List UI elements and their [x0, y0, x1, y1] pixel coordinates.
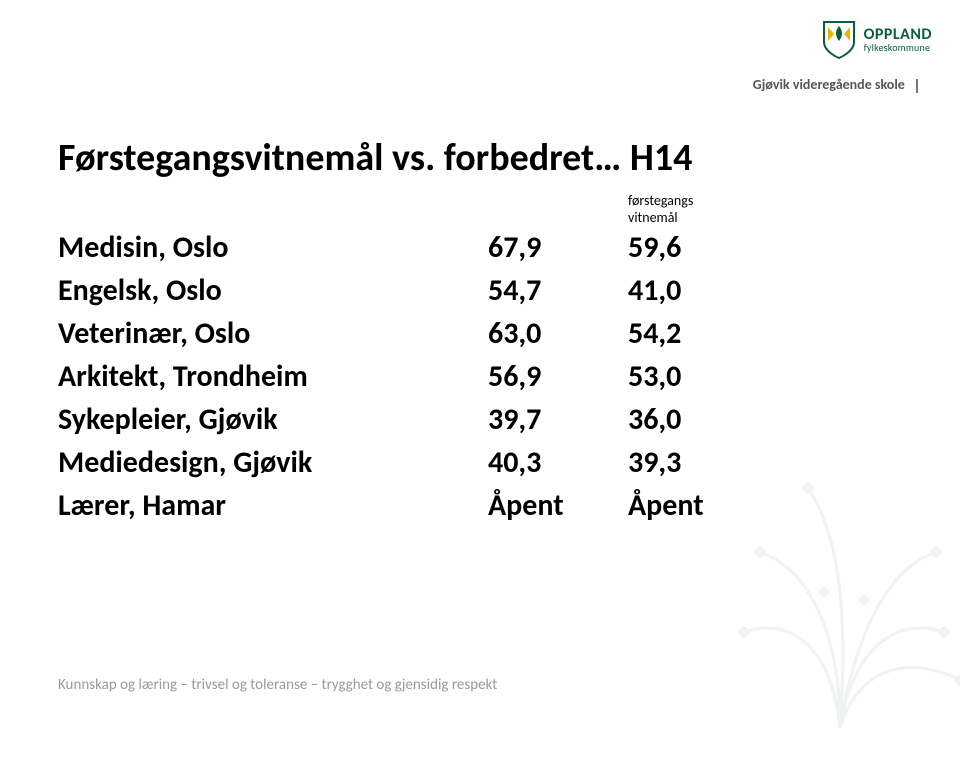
- table-row-v1: Åpent: [488, 487, 628, 524]
- subheader-text: Gjøvik videregående skole: [753, 76, 905, 93]
- data-table: Medisin, Oslo 67,9 59,6 Engelsk, Oslo 54…: [58, 229, 902, 524]
- table-row-label: Arkitekt, Trondheim: [58, 358, 488, 395]
- table-row-label: Lærer, Hamar: [58, 487, 488, 524]
- table-row-v2: 59,6: [628, 229, 818, 266]
- table-row-v1: 67,9: [488, 229, 628, 266]
- subheader-school: Gjøvik videregående skole: [753, 76, 918, 93]
- table-row-v2: 36,0: [628, 401, 818, 438]
- subheader-divider: [916, 79, 918, 93]
- colhead-blank-1: [58, 193, 488, 227]
- colhead-3: førstegangs vitnemål: [628, 193, 818, 227]
- table-row-label: Sykepleier, Gjøvik: [58, 401, 488, 438]
- table-row-label: Mediedesign, Gjøvik: [58, 444, 488, 481]
- table-row-v1: 63,0: [488, 315, 628, 352]
- table-row-label: Engelsk, Oslo: [58, 272, 488, 309]
- colhead-blank-2: [488, 193, 628, 227]
- slide-content: Førstegangsvitnemål vs. forbedret… H14 f…: [58, 135, 902, 524]
- table-row-v2: 54,2: [628, 315, 818, 352]
- column-headers: førstegangs vitnemål: [58, 193, 902, 227]
- table-row-label: Medisin, Oslo: [58, 229, 488, 266]
- footer-motto: Kunnskap og læring – trivsel og tolerans…: [58, 676, 497, 694]
- shield-icon: [822, 20, 856, 60]
- table-row-v2: 41,0: [628, 272, 818, 309]
- colhead-3-line1: førstegangs: [628, 192, 693, 209]
- logo-sub-text: fylkeskommune: [864, 43, 932, 53]
- table-row-v1: 56,9: [488, 358, 628, 395]
- colhead-3-line2: vitnemål: [628, 209, 678, 226]
- table-row-v1: 39,7: [488, 401, 628, 438]
- page-title: Førstegangsvitnemål vs. forbedret… H14: [58, 135, 902, 181]
- table-row-v1: 54,7: [488, 272, 628, 309]
- table-row-v1: 40,3: [488, 444, 628, 481]
- table-row-v2: 53,0: [628, 358, 818, 395]
- table-row-v2: Åpent: [628, 487, 818, 524]
- header-logo: OPPLAND fylkeskommune: [822, 20, 932, 60]
- table-row-v2: 39,3: [628, 444, 818, 481]
- table-row-label: Veterinær, Oslo: [58, 315, 488, 352]
